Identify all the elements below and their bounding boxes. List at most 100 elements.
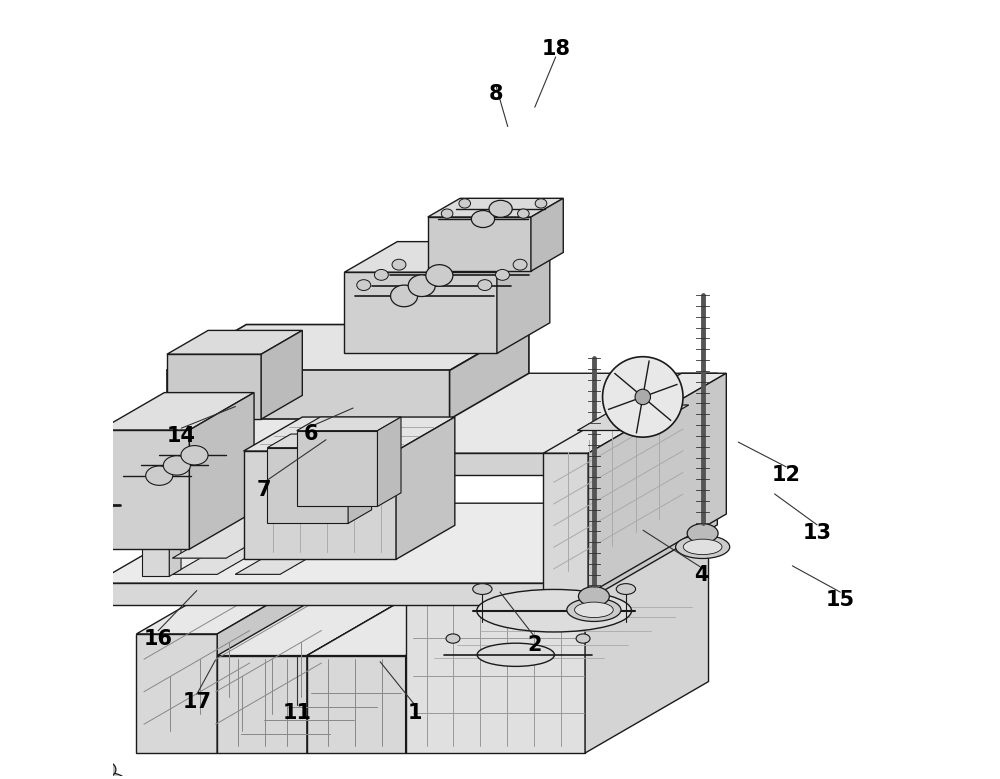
Polygon shape xyxy=(344,272,497,354)
Polygon shape xyxy=(217,569,329,753)
Ellipse shape xyxy=(181,446,208,465)
Circle shape xyxy=(635,390,651,404)
Ellipse shape xyxy=(85,760,116,779)
Polygon shape xyxy=(167,330,302,354)
Ellipse shape xyxy=(73,771,128,779)
Polygon shape xyxy=(297,431,377,506)
Polygon shape xyxy=(136,569,329,634)
Ellipse shape xyxy=(676,535,730,559)
Polygon shape xyxy=(543,453,588,594)
Circle shape xyxy=(603,357,683,437)
Polygon shape xyxy=(582,461,594,576)
Ellipse shape xyxy=(477,590,631,632)
Text: 2: 2 xyxy=(528,635,542,654)
Polygon shape xyxy=(172,485,353,558)
Polygon shape xyxy=(167,354,261,419)
Polygon shape xyxy=(377,417,401,506)
Ellipse shape xyxy=(683,539,722,555)
Ellipse shape xyxy=(374,270,388,280)
Polygon shape xyxy=(95,583,579,605)
Polygon shape xyxy=(577,405,689,431)
Ellipse shape xyxy=(81,775,120,779)
Text: 15: 15 xyxy=(826,590,855,610)
Polygon shape xyxy=(348,434,372,523)
Ellipse shape xyxy=(441,209,453,218)
Text: 12: 12 xyxy=(772,464,801,485)
Text: 14: 14 xyxy=(167,426,196,446)
Polygon shape xyxy=(307,591,517,656)
Polygon shape xyxy=(428,199,563,217)
Text: 16: 16 xyxy=(144,629,173,649)
Polygon shape xyxy=(100,430,189,549)
Ellipse shape xyxy=(357,280,371,291)
Polygon shape xyxy=(244,451,396,559)
Text: 8: 8 xyxy=(489,84,503,104)
Polygon shape xyxy=(406,590,585,753)
Polygon shape xyxy=(428,217,531,271)
Polygon shape xyxy=(267,434,372,448)
Polygon shape xyxy=(307,591,419,753)
Polygon shape xyxy=(172,501,344,574)
Polygon shape xyxy=(585,519,709,753)
Polygon shape xyxy=(588,373,726,594)
Polygon shape xyxy=(531,199,563,271)
Polygon shape xyxy=(217,656,307,753)
Polygon shape xyxy=(167,325,529,371)
Ellipse shape xyxy=(471,210,495,227)
Text: 13: 13 xyxy=(803,523,832,543)
Ellipse shape xyxy=(146,466,173,485)
Ellipse shape xyxy=(513,259,527,270)
Ellipse shape xyxy=(446,634,460,643)
Ellipse shape xyxy=(77,498,92,512)
Ellipse shape xyxy=(535,199,547,208)
Polygon shape xyxy=(406,591,517,753)
Polygon shape xyxy=(267,448,348,523)
Polygon shape xyxy=(189,393,254,549)
Polygon shape xyxy=(167,371,450,419)
Polygon shape xyxy=(108,453,579,475)
Polygon shape xyxy=(406,519,709,590)
Polygon shape xyxy=(307,656,406,753)
Polygon shape xyxy=(235,501,406,574)
Ellipse shape xyxy=(687,523,718,543)
Polygon shape xyxy=(579,503,717,605)
Text: 17: 17 xyxy=(182,692,211,712)
Ellipse shape xyxy=(478,280,492,291)
Text: 7: 7 xyxy=(257,480,271,500)
Polygon shape xyxy=(667,404,694,512)
Text: 6: 6 xyxy=(303,425,318,444)
Polygon shape xyxy=(344,241,550,272)
Polygon shape xyxy=(261,330,302,419)
Ellipse shape xyxy=(426,265,453,287)
Polygon shape xyxy=(450,325,529,419)
Polygon shape xyxy=(281,397,293,512)
Ellipse shape xyxy=(575,602,613,618)
Ellipse shape xyxy=(576,634,590,643)
Polygon shape xyxy=(297,417,401,431)
Polygon shape xyxy=(254,404,281,512)
Polygon shape xyxy=(169,461,181,576)
Polygon shape xyxy=(555,468,582,576)
Ellipse shape xyxy=(408,275,435,297)
Ellipse shape xyxy=(489,200,512,217)
Text: 18: 18 xyxy=(541,39,570,59)
Polygon shape xyxy=(543,373,726,453)
Ellipse shape xyxy=(518,209,529,218)
Ellipse shape xyxy=(477,643,554,666)
Text: 11: 11 xyxy=(283,703,312,723)
Ellipse shape xyxy=(496,270,509,280)
Polygon shape xyxy=(136,634,217,753)
Ellipse shape xyxy=(459,199,471,208)
Ellipse shape xyxy=(392,259,406,270)
Text: 1: 1 xyxy=(408,703,422,723)
Ellipse shape xyxy=(567,598,621,622)
Text: 4: 4 xyxy=(694,565,708,585)
Polygon shape xyxy=(217,591,419,656)
Ellipse shape xyxy=(391,285,418,307)
Polygon shape xyxy=(100,393,254,430)
Ellipse shape xyxy=(163,456,190,475)
Polygon shape xyxy=(142,468,169,576)
Polygon shape xyxy=(244,417,455,451)
Polygon shape xyxy=(497,241,550,354)
Polygon shape xyxy=(694,397,705,512)
